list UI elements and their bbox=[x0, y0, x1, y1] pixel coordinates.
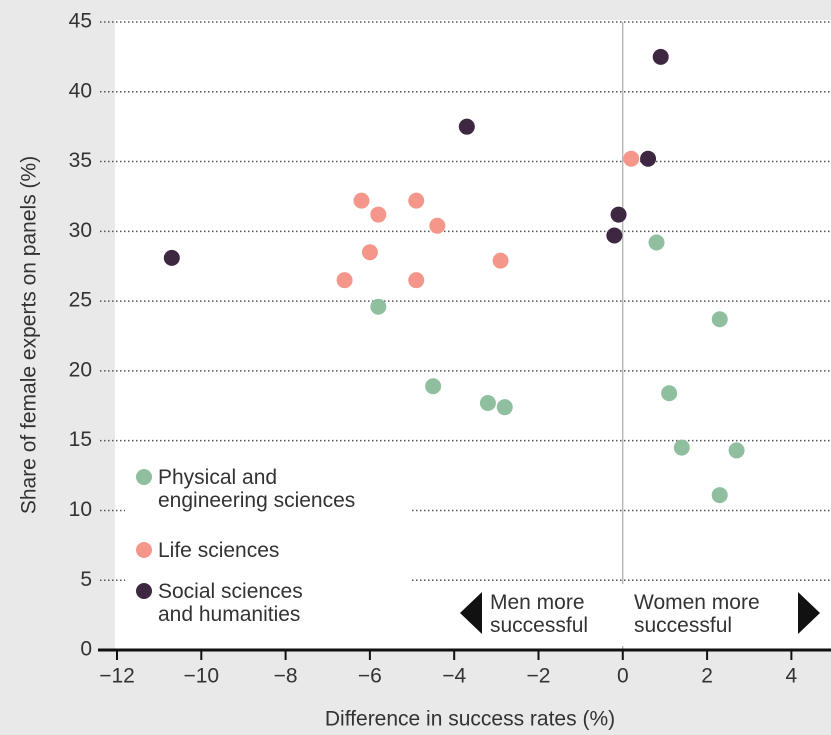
y-tick-label: 10 bbox=[69, 498, 92, 521]
x-tick-label: −8 bbox=[274, 665, 298, 688]
point bbox=[408, 192, 425, 209]
x-axis-label: Difference in success rates (%) bbox=[325, 708, 615, 731]
y-axis-label: Share of female experts on panels (%) bbox=[18, 156, 41, 514]
legend-marker bbox=[136, 542, 152, 558]
x-tick-label: −10 bbox=[183, 665, 219, 688]
legend-label: Life sciences bbox=[158, 539, 280, 562]
annotation: Women more successful bbox=[634, 591, 760, 637]
legend-marker bbox=[136, 583, 152, 599]
point bbox=[479, 394, 496, 411]
point bbox=[361, 244, 378, 261]
point bbox=[425, 378, 442, 395]
point bbox=[492, 252, 509, 269]
y-tick-label: 30 bbox=[69, 219, 92, 242]
point bbox=[496, 399, 513, 416]
point bbox=[711, 487, 728, 504]
point bbox=[640, 150, 657, 167]
y-tick-label: 40 bbox=[69, 79, 92, 102]
legend-marker bbox=[136, 469, 152, 485]
point bbox=[408, 272, 425, 289]
y-tick-label: 15 bbox=[69, 428, 92, 451]
point bbox=[648, 234, 665, 251]
x-tick-label: 4 bbox=[786, 665, 798, 688]
y-tick-label: 35 bbox=[69, 149, 92, 172]
point bbox=[429, 217, 446, 234]
x-tick-label: 2 bbox=[701, 665, 713, 688]
point bbox=[623, 150, 640, 167]
y-tick-label: 5 bbox=[80, 568, 92, 591]
point bbox=[652, 48, 669, 65]
point bbox=[336, 272, 353, 289]
x-tick-label: 0 bbox=[617, 665, 629, 688]
point bbox=[711, 311, 728, 328]
y-tick-label: 20 bbox=[69, 358, 92, 381]
arrow-right bbox=[798, 592, 820, 634]
y-tick-label: 45 bbox=[69, 10, 92, 33]
point bbox=[370, 206, 387, 223]
point bbox=[370, 298, 387, 315]
x-tick-label: −2 bbox=[527, 665, 551, 688]
point bbox=[606, 227, 623, 244]
x-tick-label: −4 bbox=[442, 665, 466, 688]
legend-label: Social sciences and humanities bbox=[158, 580, 303, 626]
annotation: Men more successful bbox=[490, 591, 589, 637]
y-tick-label: 0 bbox=[80, 638, 92, 661]
point bbox=[728, 442, 745, 459]
arrow-left bbox=[460, 592, 482, 634]
point bbox=[458, 118, 475, 135]
point bbox=[353, 192, 370, 209]
x-tick-label: −12 bbox=[99, 665, 135, 688]
point bbox=[661, 385, 678, 402]
y-tick-label: 25 bbox=[69, 289, 92, 312]
point bbox=[673, 439, 690, 456]
x-tick-label: −6 bbox=[358, 665, 382, 688]
legend-box bbox=[125, 455, 410, 643]
legend-label: Physical and engineering sciences bbox=[158, 466, 356, 512]
point bbox=[610, 206, 627, 223]
point bbox=[163, 249, 180, 266]
